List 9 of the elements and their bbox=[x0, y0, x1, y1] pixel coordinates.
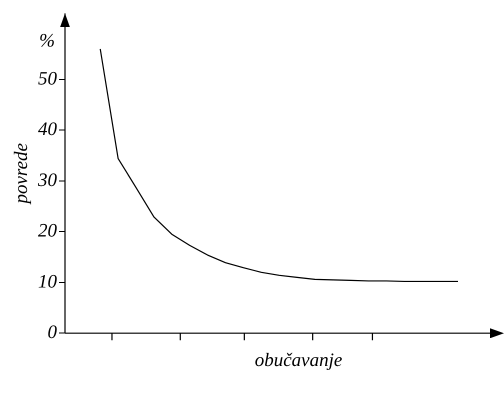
text: % bbox=[39, 30, 55, 52]
y-tick-label: 50 bbox=[38, 68, 58, 90]
y-tick-label: 40 bbox=[38, 119, 58, 140]
y-tick-label: 30 bbox=[37, 170, 58, 191]
y-tick-label: 10 bbox=[38, 271, 58, 292]
x-axis-title: obučavanje bbox=[254, 350, 342, 372]
y-axis-title: povrede bbox=[11, 143, 32, 206]
y-tick-label: 20 bbox=[38, 220, 58, 242]
y-tick-label: 0 bbox=[48, 322, 58, 344]
